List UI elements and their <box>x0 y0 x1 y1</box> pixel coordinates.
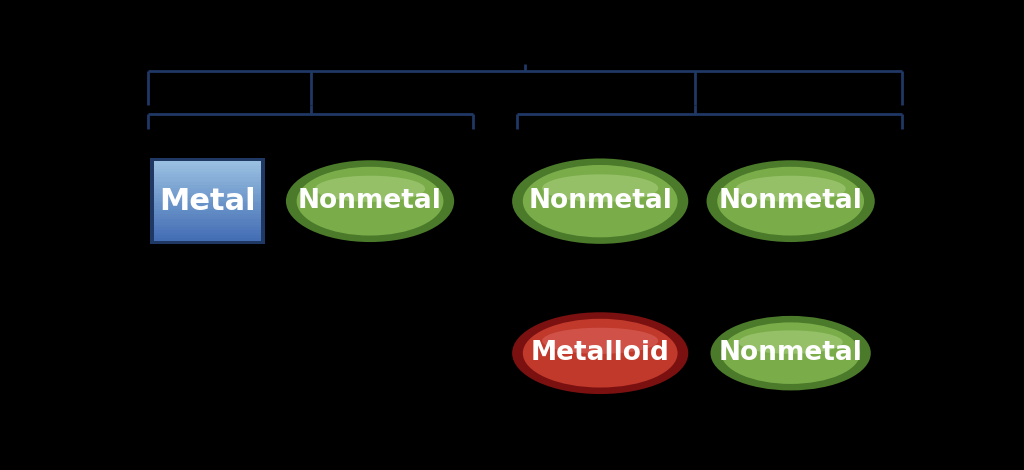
Ellipse shape <box>721 322 860 384</box>
FancyBboxPatch shape <box>154 196 261 198</box>
FancyBboxPatch shape <box>154 180 261 182</box>
FancyBboxPatch shape <box>154 233 261 235</box>
FancyBboxPatch shape <box>154 166 261 169</box>
FancyBboxPatch shape <box>154 227 261 230</box>
Ellipse shape <box>286 160 455 242</box>
FancyBboxPatch shape <box>154 206 261 209</box>
FancyBboxPatch shape <box>154 161 261 164</box>
FancyBboxPatch shape <box>154 214 261 217</box>
Text: Nonmetal: Nonmetal <box>298 188 442 214</box>
FancyBboxPatch shape <box>154 190 261 193</box>
FancyBboxPatch shape <box>154 172 261 175</box>
Text: Nonmetal: Nonmetal <box>528 188 672 214</box>
FancyBboxPatch shape <box>154 212 261 214</box>
FancyBboxPatch shape <box>154 185 261 188</box>
FancyBboxPatch shape <box>154 217 261 220</box>
FancyBboxPatch shape <box>154 177 261 180</box>
Ellipse shape <box>707 160 874 242</box>
FancyBboxPatch shape <box>154 230 261 233</box>
FancyBboxPatch shape <box>154 225 261 227</box>
Ellipse shape <box>542 174 658 202</box>
Text: Metal: Metal <box>159 187 256 216</box>
Ellipse shape <box>297 167 443 235</box>
FancyBboxPatch shape <box>150 158 265 244</box>
FancyBboxPatch shape <box>154 222 261 225</box>
FancyBboxPatch shape <box>154 204 261 206</box>
FancyBboxPatch shape <box>154 188 261 190</box>
Ellipse shape <box>738 330 843 354</box>
Ellipse shape <box>512 312 688 394</box>
FancyBboxPatch shape <box>154 182 261 185</box>
FancyBboxPatch shape <box>154 209 261 212</box>
Text: Metalloid: Metalloid <box>530 340 670 366</box>
Ellipse shape <box>542 328 658 354</box>
FancyBboxPatch shape <box>154 238 261 241</box>
Ellipse shape <box>523 165 678 237</box>
Ellipse shape <box>711 316 870 391</box>
Ellipse shape <box>315 176 425 202</box>
Ellipse shape <box>512 158 688 244</box>
Ellipse shape <box>717 167 864 235</box>
FancyBboxPatch shape <box>154 164 261 167</box>
FancyBboxPatch shape <box>154 174 261 177</box>
Text: Nonmetal: Nonmetal <box>719 340 862 366</box>
Text: Nonmetal: Nonmetal <box>719 188 862 214</box>
FancyBboxPatch shape <box>154 219 261 222</box>
FancyBboxPatch shape <box>154 235 261 238</box>
FancyBboxPatch shape <box>154 169 261 172</box>
Ellipse shape <box>523 319 678 388</box>
FancyBboxPatch shape <box>154 201 261 204</box>
FancyBboxPatch shape <box>154 198 261 201</box>
Ellipse shape <box>735 176 846 202</box>
FancyBboxPatch shape <box>154 193 261 196</box>
